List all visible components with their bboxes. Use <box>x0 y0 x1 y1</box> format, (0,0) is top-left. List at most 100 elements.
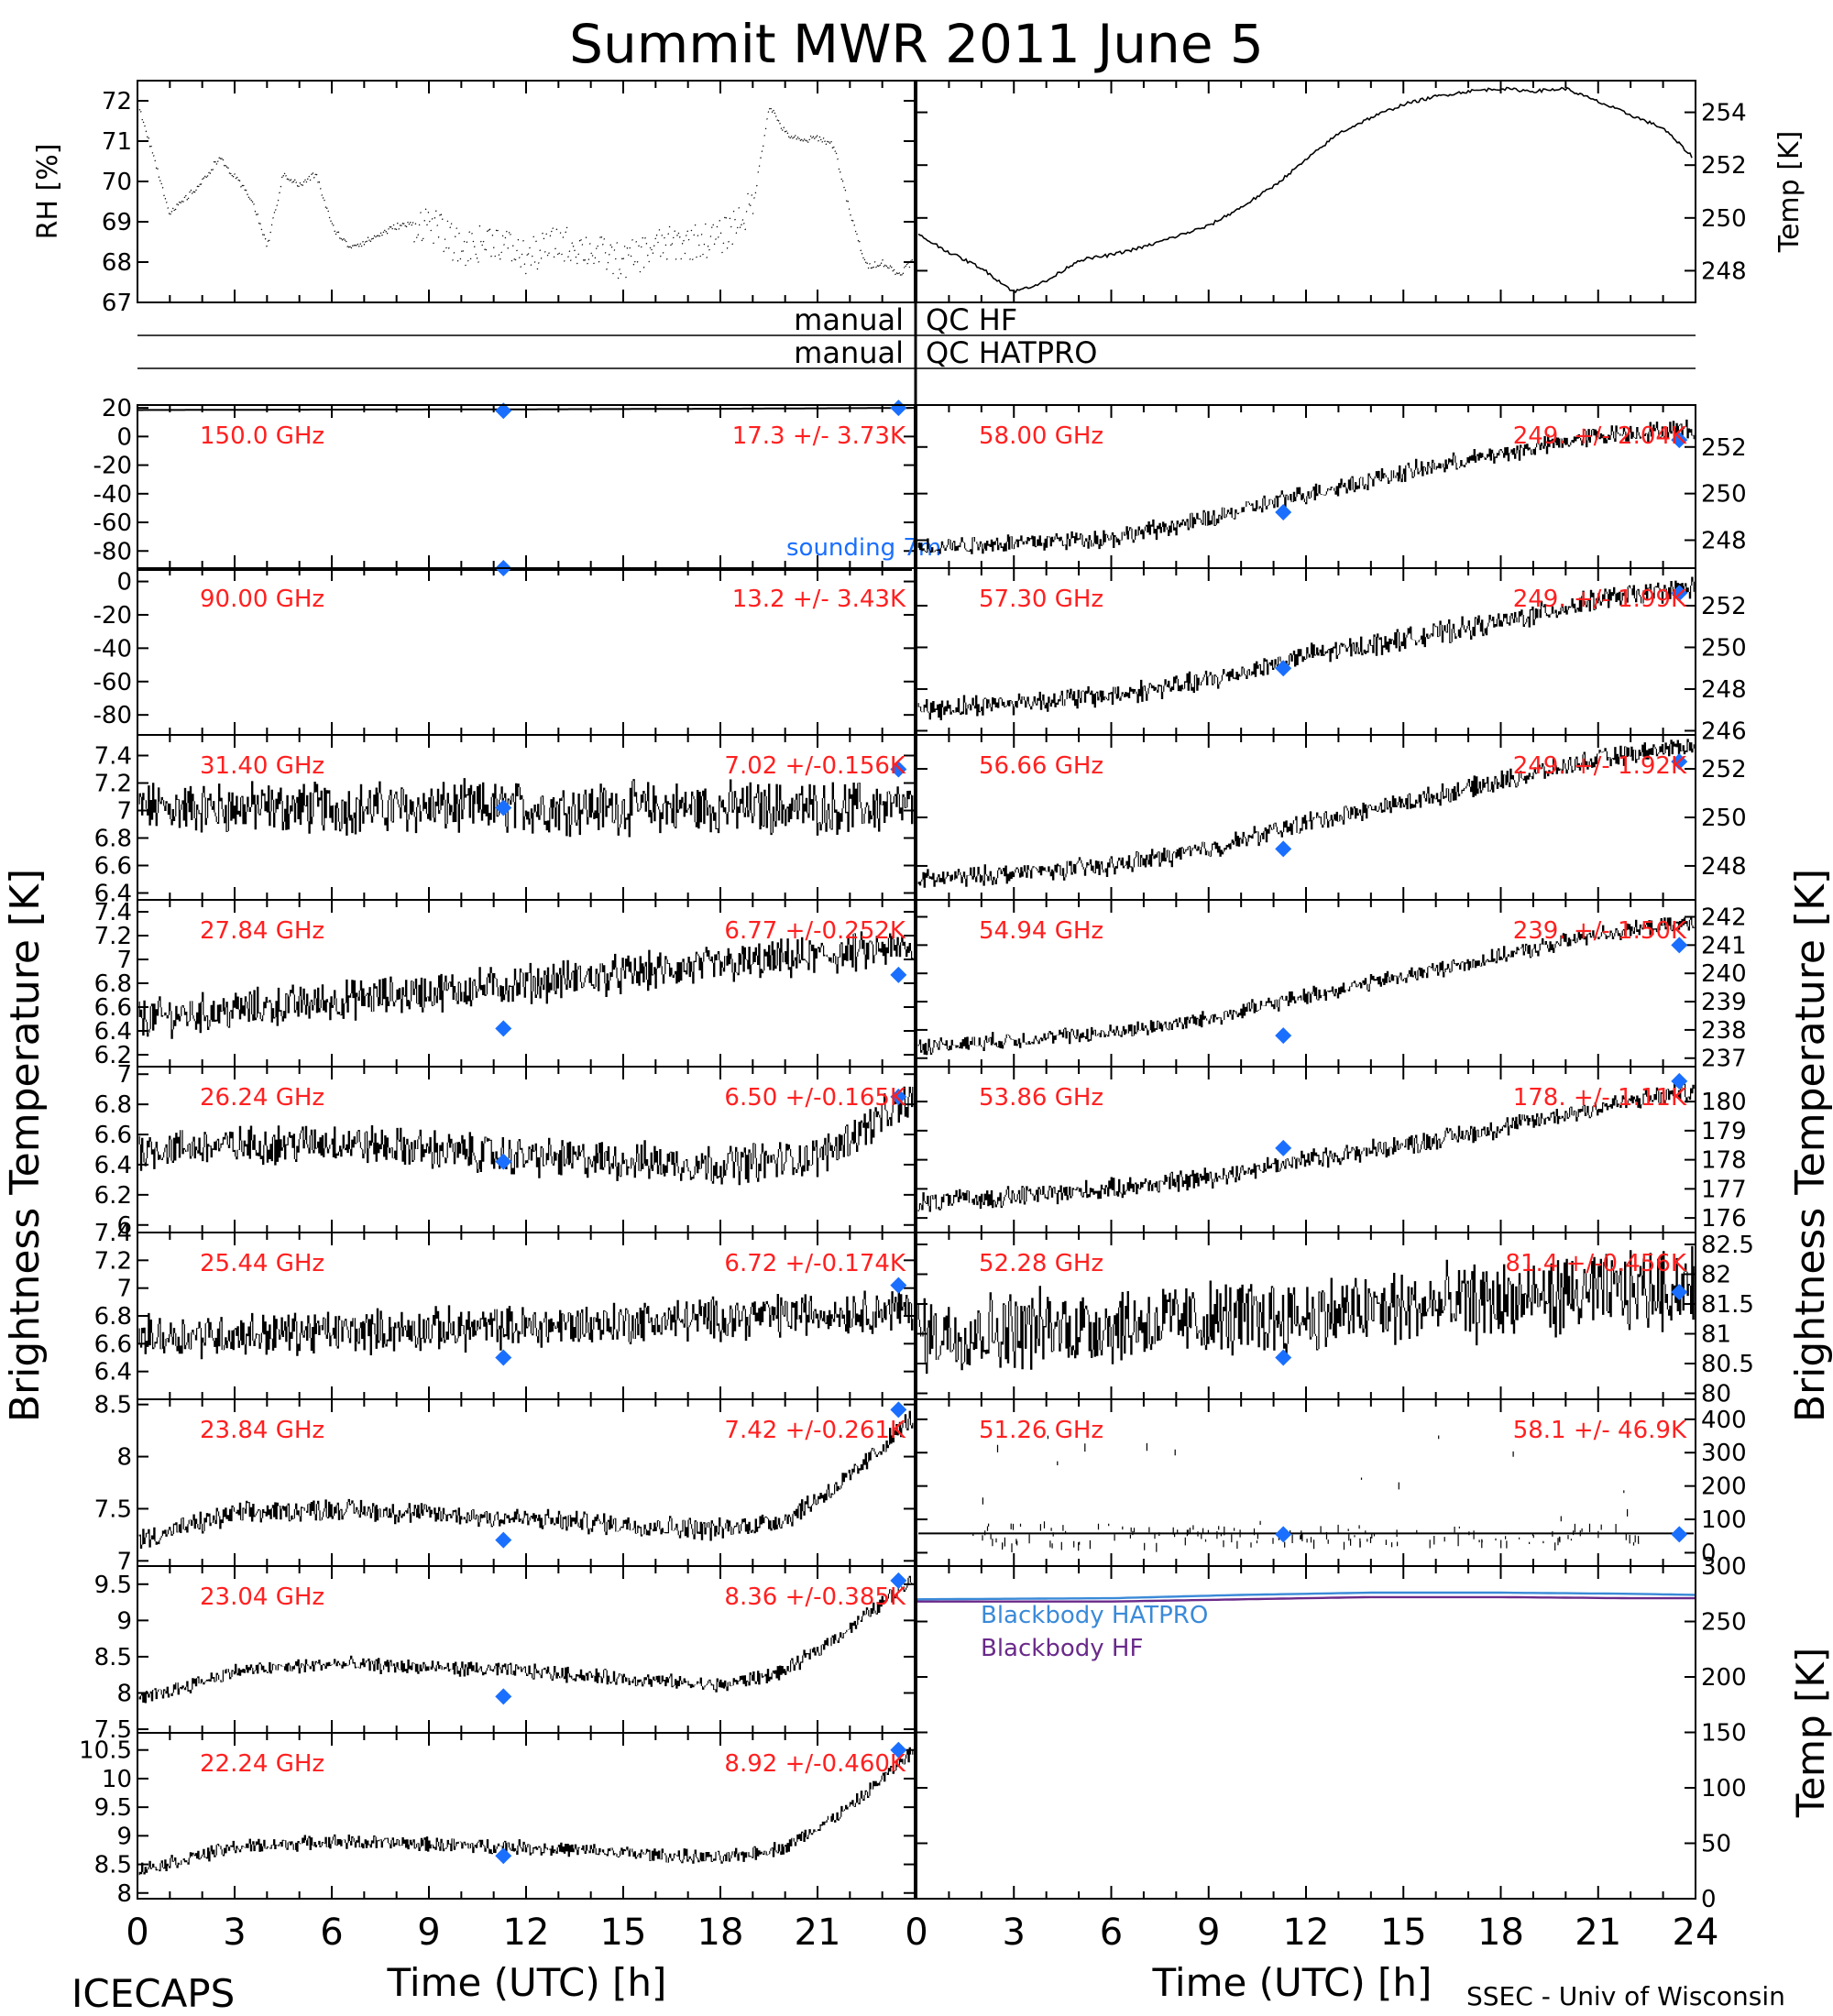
panel-blackbody-ytick-label: 100 <box>1701 1775 1747 1802</box>
panel-v-52.28-ytick-label: 82.5 <box>1701 1232 1754 1259</box>
panel-k-23.84-ytick-label: 7.5 <box>94 1496 132 1523</box>
panel-k-31.40-marker <box>495 799 512 816</box>
panel-qc-label-0: manual <box>794 302 904 337</box>
panel-v-52.28-stat-label: 81.4 +/-0.456K <box>1505 1250 1687 1277</box>
panel-hf-150-note: sounding 7m <box>786 534 941 562</box>
panel-k-23.04-ytick-label: 8 <box>116 1680 132 1707</box>
panel-k-31.40-ytick-label: 6.4 <box>94 881 132 908</box>
left-xlabel: Time (UTC) [h] <box>387 1960 667 2005</box>
panel-v-57.30-ytick-label: 248 <box>1701 676 1747 704</box>
panel-k-25.44-ytick-label: 6.8 <box>94 1303 132 1331</box>
panel-k-27.84-ytick-label: 6.6 <box>94 994 132 1022</box>
panel-k-26.24-trace <box>138 1086 914 1186</box>
panel-k-25.44-ytick-label: 6.4 <box>94 1359 132 1386</box>
panel-k-23.84-stat-label: 7.42 +/-0.261K <box>724 1417 906 1444</box>
panel-k-23.84-trace <box>138 1410 914 1549</box>
left-xtick-label: 3 <box>223 1912 246 1954</box>
right-xtick-label: 0 <box>905 1912 927 1954</box>
footer-right: SSEC - Univ of Wisconsin <box>1466 1981 1785 2011</box>
right-xtick-label: 18 <box>1477 1912 1524 1954</box>
panel-k-27.84-ytick-label: 7.4 <box>94 899 132 926</box>
panel-temp-ytick-label: 250 <box>1701 205 1747 233</box>
panel-k-25.44-stat-label: 6.72 +/-0.174K <box>724 1250 906 1277</box>
panel-blackbody-line-0 <box>916 1591 1696 1601</box>
panel-v-52.28-ytick-label: 80 <box>1701 1381 1731 1408</box>
panel-k-27.84-marker <box>890 966 907 983</box>
panel-v-54.94-marker <box>1671 937 1688 954</box>
panel-rh-ytick-label: 70 <box>102 169 132 196</box>
right-xtick-label: 15 <box>1380 1912 1427 1954</box>
panel-v-54.94-ytick-label: 237 <box>1701 1046 1747 1073</box>
panel-k-23.04-ytick-label: 8.5 <box>94 1644 132 1671</box>
panel-rh-ytick-label: 68 <box>102 249 132 277</box>
panel-k-27.84-stat-label: 6.77 +/-0.252K <box>724 917 906 945</box>
panel-temp-frame <box>916 80 1696 303</box>
panel-k-23.84-marker <box>890 1401 907 1419</box>
panel-rh-ylabel: RH [%] <box>32 144 64 240</box>
panel-k-22.24-ytick-label: 9 <box>116 1823 132 1850</box>
panel-k-31.40-trace <box>138 778 914 838</box>
panel-v-56.66-ytick-label: 252 <box>1701 756 1747 783</box>
panel-k-23.04-marker <box>495 1688 512 1705</box>
panel-k-27.84-ytick-label: 6.8 <box>94 970 132 998</box>
panel-rh-frame <box>137 80 916 303</box>
left-xtick-label: 12 <box>503 1912 550 1954</box>
panel-k-25.44-ytick-label: 7.2 <box>94 1247 132 1275</box>
panel-rh-ytick-label: 69 <box>102 209 132 236</box>
panel-v-53.86-ytick-label: 179 <box>1701 1118 1747 1145</box>
panel-k-23.04-ytick-label: 9.5 <box>94 1572 132 1599</box>
panel-hf-90-ytick-label: -20 <box>93 602 132 630</box>
panel-k-23.04-stat-label: 8.36 +/-0.385K <box>724 1583 906 1611</box>
panel-v-53.86-trace <box>917 1082 1695 1212</box>
panel-k-23.84-frequency-label: 23.84 GHz <box>200 1417 324 1444</box>
panel-v-53.86-stat-label: 178. +/- 1.11K <box>1513 1084 1687 1112</box>
panel-k-27.84-ytick-label: 7.2 <box>94 923 132 950</box>
panel-v-51.26-outliers <box>972 1435 1640 1552</box>
left-xtick-label: 18 <box>697 1912 744 1954</box>
panel-hf-90-ytick-label: -60 <box>93 669 132 696</box>
panel-v-53.86-ytick-label: 178 <box>1701 1147 1747 1175</box>
panel-k-27.84-trace <box>138 931 914 1039</box>
panel-k-31.40-ytick-label: 6.6 <box>94 853 132 881</box>
panel-k-22.24-ytick-label: 9.5 <box>94 1794 132 1822</box>
panel-v-56.66-frequency-label: 56.66 GHz <box>979 752 1103 780</box>
panel-k-23.84-ytick-label: 8 <box>116 1444 132 1472</box>
panel-k-26.24-ytick-label: 6.6 <box>94 1122 132 1149</box>
panel-k-31.40-ytick-label: 7.2 <box>94 771 132 798</box>
panel-v-56.66-ytick-label: 250 <box>1701 805 1747 832</box>
panel-k-25.44-ytick-label: 6.6 <box>94 1331 132 1358</box>
panel-hf-150-marker <box>890 400 907 417</box>
panel-v-57.30-stat-label: 249. +/- 1.99K <box>1513 586 1687 613</box>
panel-k-26.24-ytick-label: 7 <box>116 1061 132 1089</box>
panel-hf-90-ytick-label: 0 <box>116 569 132 597</box>
panel-v-58.00-marker <box>1671 432 1688 449</box>
panel-v-54.94-stat-label: 239. +/- 1.50K <box>1513 917 1687 945</box>
panel-k-26.24-stat-label: 6.50 +/-0.165K <box>724 1084 906 1112</box>
panel-v-54.94-ytick-label: 238 <box>1701 1017 1747 1045</box>
panel-hf-90-ytick-label: -80 <box>93 702 132 729</box>
right-xlabel: Time (UTC) [h] <box>1152 1960 1432 2005</box>
panel-k-27.84-ytick-label: 7 <box>116 947 132 974</box>
panel-k-26.24-marker <box>495 1153 512 1170</box>
panel-v-53.86-marker <box>1275 1139 1292 1156</box>
panel-blackbody-ytick-label: 300 <box>1701 1553 1747 1581</box>
panel-v-58.00-ytick-label: 252 <box>1701 434 1747 462</box>
left-xtick-label: 9 <box>417 1912 440 1954</box>
panel-v-57.30-ytick-label: 250 <box>1701 634 1747 662</box>
panel-temp-ytick-label: 254 <box>1701 100 1747 127</box>
panel-v-57.30-ytick-label: 246 <box>1701 718 1747 745</box>
panel-k-22.24-stat-label: 8.92 +/-0.460K <box>724 1750 906 1778</box>
right-xtick-label: 24 <box>1673 1912 1719 1954</box>
panel-v-52.28-ytick-label: 81 <box>1701 1321 1731 1349</box>
panel-k-31.40-marker <box>890 761 907 778</box>
right-ylabel: Brightness Temperature [K] <box>1787 869 1833 1422</box>
panel-v-57.30-marker <box>1671 585 1688 602</box>
panel-k-27.84-frequency-label: 27.84 GHz <box>200 917 324 945</box>
panel-k-22.24-trace <box>138 1747 914 1876</box>
panel-v-54.94-ytick-label: 242 <box>1701 904 1747 932</box>
figure-title: Summit MWR 2011 June 5 <box>569 13 1264 75</box>
panel-k-25.44-ytick-label: 7.4 <box>94 1220 132 1247</box>
panel-k-23.84-ytick-label: 7 <box>116 1548 132 1575</box>
panel-qc-label-2: manual <box>794 335 904 370</box>
